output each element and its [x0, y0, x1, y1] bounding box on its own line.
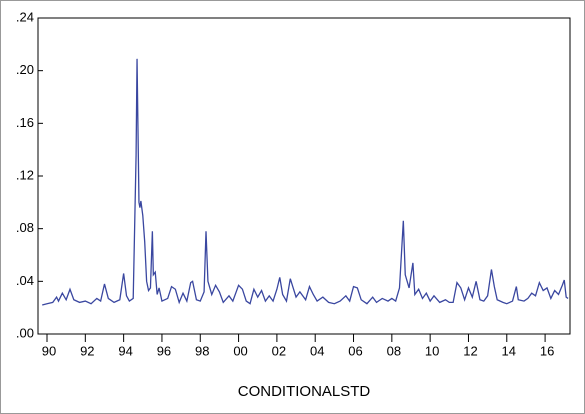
- y-tick-label: .12: [16, 167, 34, 182]
- x-tick-label: 08: [387, 343, 401, 358]
- y-tick-label: .00: [16, 325, 34, 340]
- y-tick-label: .08: [16, 220, 34, 235]
- y-tick-label: .24: [16, 9, 34, 24]
- x-tick-label: 98: [195, 343, 209, 358]
- x-tick-label: 02: [272, 343, 286, 358]
- plot-area: [37, 17, 571, 335]
- legend-label: CONDITIONALSTD: [238, 383, 371, 400]
- x-tick-label: 16: [540, 343, 554, 358]
- x-tick-label: 92: [80, 343, 94, 358]
- x-tick-label: 10: [425, 343, 439, 358]
- x-tick-label: 04: [310, 343, 324, 358]
- x-tick-label: 00: [233, 343, 247, 358]
- x-tick-label: 94: [118, 343, 132, 358]
- x-tick-label: 12: [463, 343, 477, 358]
- x-tick-label: 96: [157, 343, 171, 358]
- x-tick-label: 14: [502, 343, 516, 358]
- y-tick-label: .20: [16, 62, 34, 77]
- x-tick-label: 90: [42, 343, 56, 358]
- x-tick-label: 06: [348, 343, 362, 358]
- y-tick-label: .16: [16, 115, 34, 130]
- series-line: [42, 58, 569, 306]
- y-tick-label: .04: [16, 273, 34, 288]
